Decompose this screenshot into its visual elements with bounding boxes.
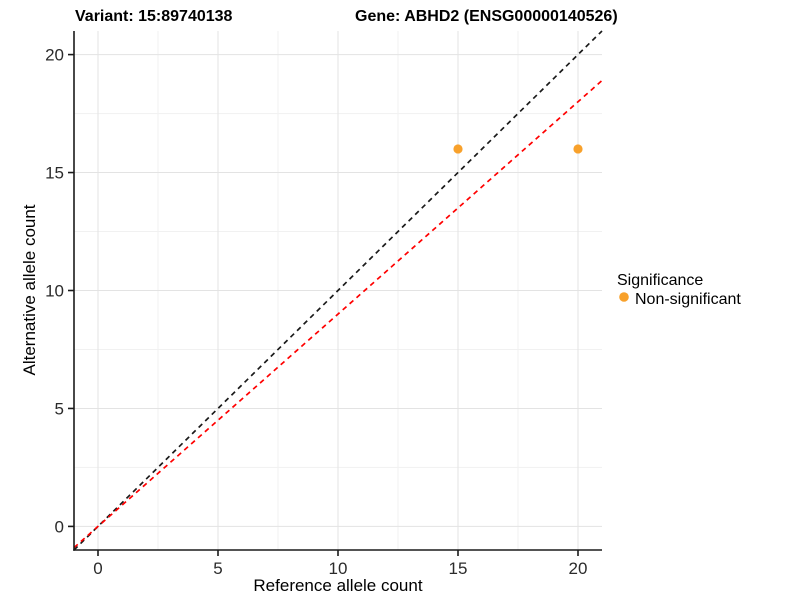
y-tick-label: 0 — [55, 517, 64, 536]
legend-title: Significance — [617, 272, 703, 289]
y-axis-title: Alternative allele count — [20, 204, 39, 375]
legend-item-label: Non-significant — [635, 291, 741, 308]
y-tick-label: 10 — [45, 282, 64, 301]
legend-item: Non-significant — [619, 291, 741, 308]
legend-point-marker-icon — [619, 292, 629, 302]
legend: Significance Non-significant — [617, 272, 741, 308]
x-tick-label: 15 — [449, 559, 468, 578]
x-tick-label: 20 — [569, 559, 588, 578]
x-tick-label: 10 — [329, 559, 348, 578]
x-tick-label: 0 — [93, 559, 102, 578]
plot-title-gene: Gene: ABHD2 (ENSG00000140526) — [355, 8, 618, 25]
plot-title-variant: Variant: 15:89740138 — [75, 8, 233, 25]
data-point — [573, 144, 583, 154]
data-point — [453, 144, 463, 154]
plot-panel: 0 5 10 15 20 0 5 10 15 20 — [45, 30, 603, 578]
expected-ratio-line — [73, 79, 603, 549]
y-tick-label: 15 — [45, 164, 64, 183]
y-tick-label: 20 — [45, 46, 64, 65]
identity-line — [73, 30, 603, 551]
y-tick-label: 5 — [55, 399, 64, 418]
x-tick-label: 5 — [213, 559, 222, 578]
x-axis-title: Reference allele count — [253, 576, 422, 595]
